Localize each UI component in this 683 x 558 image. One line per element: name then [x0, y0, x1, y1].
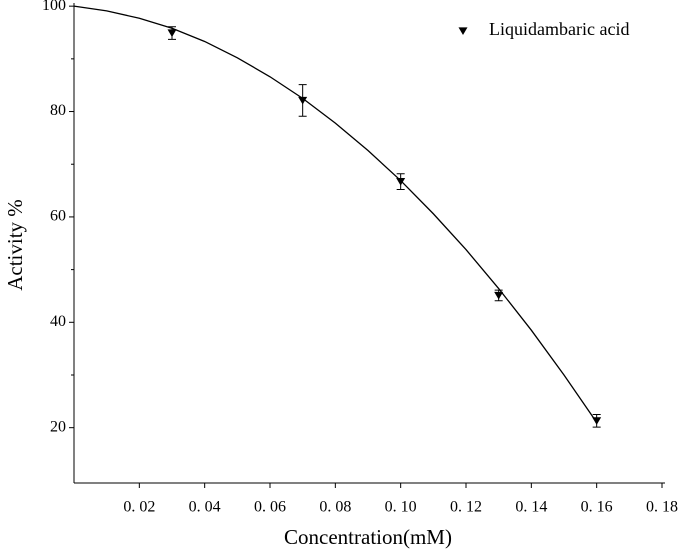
fit-curve: [73, 5, 598, 423]
y-tick-label: 60: [50, 208, 66, 225]
legend-marker: [458, 27, 468, 36]
x-tick-label: 0. 18: [646, 499, 678, 516]
marker: [592, 417, 602, 425]
marker: [298, 96, 308, 105]
x-tick-label: 0. 16: [581, 499, 613, 516]
y-tick-label: 80: [50, 102, 66, 119]
y-tick-label: 100: [42, 0, 66, 14]
x-tick-label: 0. 06: [254, 499, 286, 516]
y-axis-label: Activity %: [3, 199, 27, 291]
legend-label: Liquidambaric acid: [489, 19, 629, 39]
marker: [494, 291, 504, 300]
x-tick-label: 0. 08: [319, 499, 351, 516]
x-tick-label: 0. 10: [385, 499, 417, 516]
y-tick-label: 20: [50, 418, 66, 435]
x-axis-label: Concentration(mM): [284, 525, 452, 549]
x-tick-label: 0. 14: [515, 499, 547, 516]
marker: [167, 29, 177, 38]
x-tick-label: 0. 12: [450, 499, 482, 516]
y-tick-label: 40: [50, 313, 66, 330]
x-tick-label: 0. 02: [123, 499, 155, 516]
marker: [396, 178, 406, 186]
x-tick-label: 0. 04: [189, 499, 221, 516]
